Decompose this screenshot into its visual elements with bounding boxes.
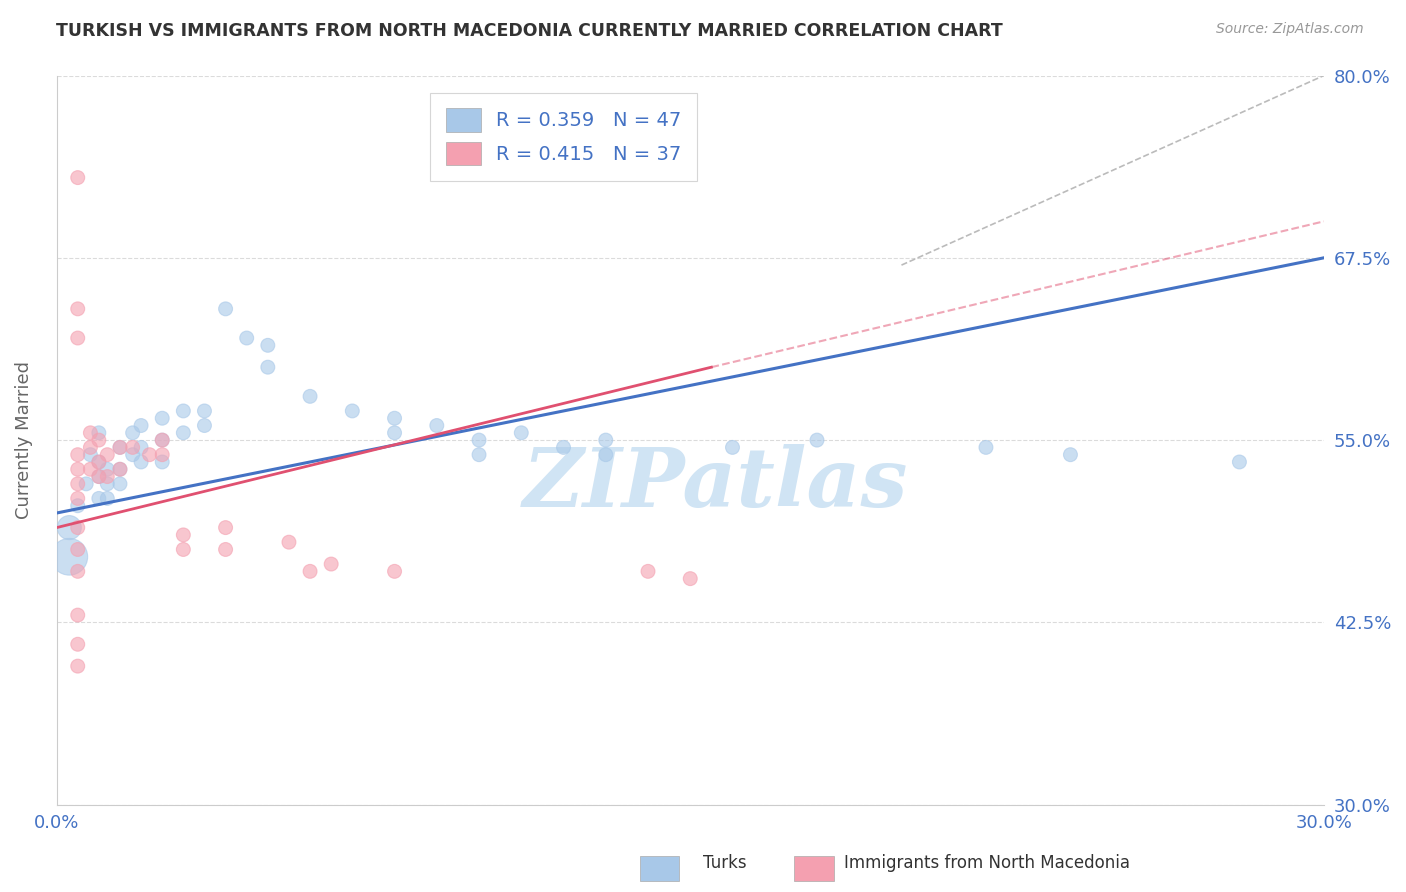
Point xyxy=(553,441,575,455)
Point xyxy=(138,448,160,462)
Point xyxy=(66,637,89,651)
Point xyxy=(66,499,89,513)
Point xyxy=(679,572,702,586)
Text: Source: ZipAtlas.com: Source: ZipAtlas.com xyxy=(1216,22,1364,37)
Point xyxy=(172,425,194,440)
Point xyxy=(129,418,152,433)
Legend: R = 0.359   N = 47, R = 0.415   N = 37: R = 0.359 N = 47, R = 0.415 N = 37 xyxy=(430,93,697,181)
Point xyxy=(468,433,491,447)
Point xyxy=(96,469,118,483)
Point xyxy=(129,455,152,469)
Point xyxy=(66,608,89,623)
Point xyxy=(96,448,118,462)
Point xyxy=(121,441,143,455)
Point xyxy=(150,448,173,462)
Point xyxy=(108,462,131,476)
Point xyxy=(108,441,131,455)
Point xyxy=(426,418,449,433)
Point xyxy=(150,433,173,447)
Point xyxy=(66,448,89,462)
Point xyxy=(66,565,89,579)
Point xyxy=(637,565,659,579)
Point xyxy=(299,565,322,579)
Point xyxy=(172,528,194,542)
Point xyxy=(87,469,110,483)
Text: TURKISH VS IMMIGRANTS FROM NORTH MACEDONIA CURRENTLY MARRIED CORRELATION CHART: TURKISH VS IMMIGRANTS FROM NORTH MACEDON… xyxy=(56,22,1002,40)
Point xyxy=(58,549,80,564)
Point xyxy=(66,542,89,557)
Point xyxy=(299,389,322,403)
Point xyxy=(721,441,744,455)
Point xyxy=(321,557,343,571)
Point xyxy=(193,404,215,418)
Point xyxy=(595,448,617,462)
Point xyxy=(974,441,997,455)
Point xyxy=(150,433,173,447)
Point xyxy=(66,476,89,491)
Y-axis label: Currently Married: Currently Married xyxy=(15,361,32,519)
Point xyxy=(87,433,110,447)
Point xyxy=(87,491,110,506)
Point xyxy=(108,476,131,491)
Point xyxy=(150,411,173,425)
Point xyxy=(510,425,533,440)
Point xyxy=(66,491,89,506)
Point xyxy=(384,565,406,579)
Point xyxy=(150,455,173,469)
Point xyxy=(66,331,89,345)
Text: ZIPatlas: ZIPatlas xyxy=(523,444,908,524)
Point xyxy=(66,520,89,534)
Point xyxy=(121,425,143,440)
Point xyxy=(172,542,194,557)
Point xyxy=(256,360,278,375)
Point xyxy=(214,520,236,534)
Point xyxy=(235,331,257,345)
Point xyxy=(108,462,131,476)
Point xyxy=(66,462,89,476)
Point xyxy=(1059,448,1081,462)
Point xyxy=(121,448,143,462)
Point xyxy=(79,448,101,462)
Point xyxy=(79,441,101,455)
Text: Turks: Turks xyxy=(703,855,747,872)
Point xyxy=(129,441,152,455)
Point xyxy=(79,462,101,476)
Point xyxy=(58,520,80,534)
Point xyxy=(96,476,118,491)
Point xyxy=(806,433,828,447)
Point xyxy=(66,301,89,316)
Point xyxy=(108,441,131,455)
Point xyxy=(87,455,110,469)
Point xyxy=(214,542,236,557)
Point xyxy=(79,425,101,440)
Point xyxy=(96,462,118,476)
Text: Immigrants from North Macedonia: Immigrants from North Macedonia xyxy=(844,855,1129,872)
Point xyxy=(87,455,110,469)
Point xyxy=(595,433,617,447)
Point xyxy=(87,425,110,440)
Point xyxy=(468,448,491,462)
Point xyxy=(1229,455,1251,469)
Point xyxy=(384,411,406,425)
Point xyxy=(342,404,364,418)
Point xyxy=(256,338,278,352)
Point xyxy=(96,491,118,506)
Point xyxy=(66,170,89,185)
Point xyxy=(384,425,406,440)
Point xyxy=(75,476,97,491)
Point xyxy=(214,301,236,316)
Point xyxy=(278,535,301,549)
Point xyxy=(87,469,110,483)
Point xyxy=(172,404,194,418)
Point xyxy=(66,659,89,673)
Point xyxy=(193,418,215,433)
